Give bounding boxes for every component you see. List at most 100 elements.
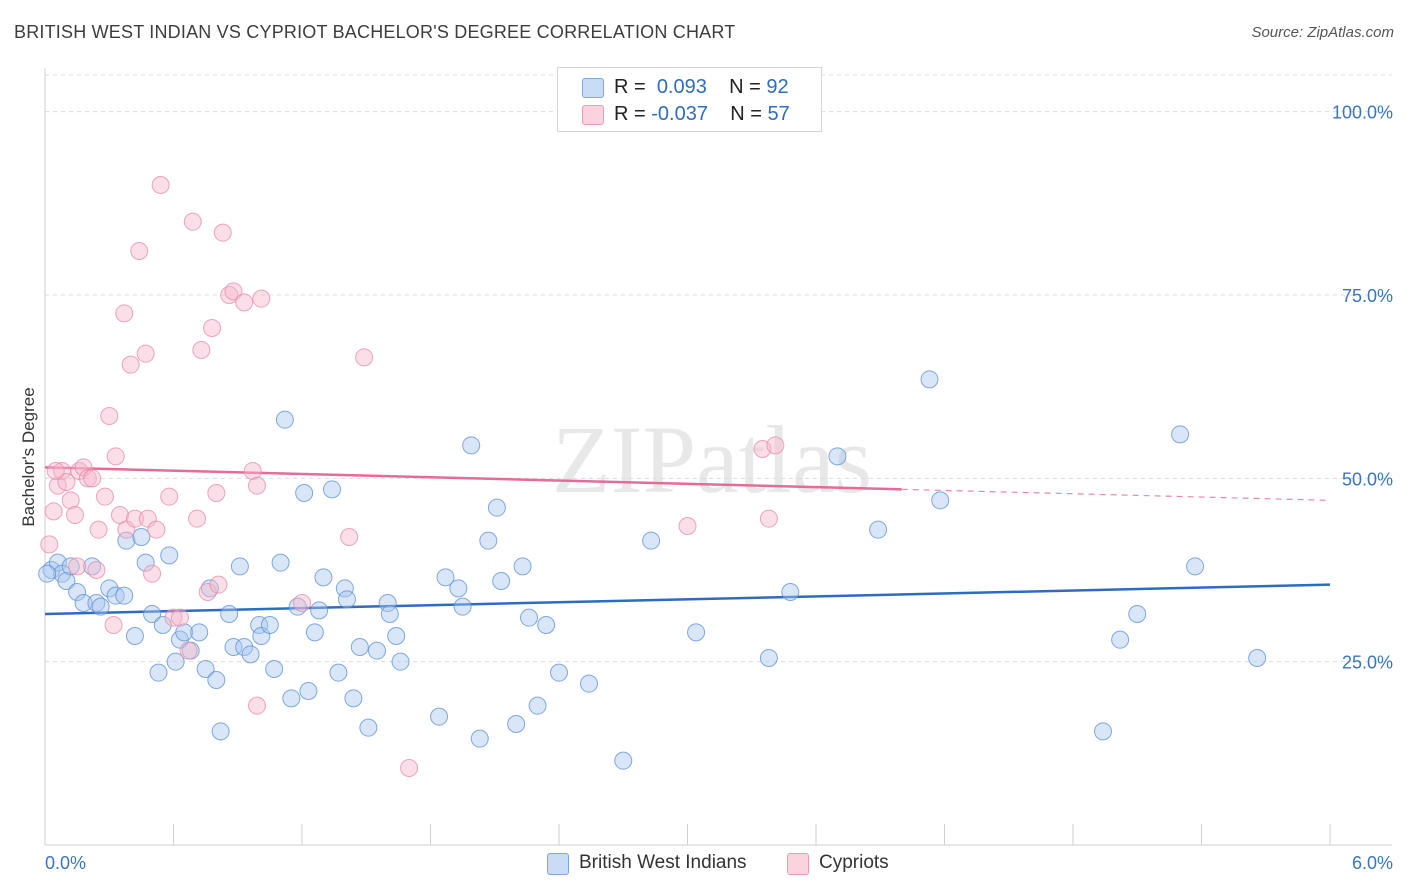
cypriot-point <box>248 476 267 495</box>
chart-title: BRITISH WEST INDIAN VS CYPRIOT BACHELOR'… <box>14 22 736 42</box>
british-west-indian-point <box>230 557 249 576</box>
y-tick-label: 50.0% <box>1342 469 1393 489</box>
british-west-indian-point <box>378 594 397 612</box>
british-west-indian-point <box>149 663 168 682</box>
british-west-indian-point <box>143 605 162 623</box>
trend-line-cypriots <box>44 466 902 491</box>
cypriot-point <box>252 289 271 308</box>
cypriot-point <box>766 436 785 455</box>
british-west-indian-point <box>462 436 481 455</box>
cypriot-point <box>104 616 123 634</box>
british-west-indian-point <box>350 638 369 656</box>
cypriot-point <box>160 487 179 506</box>
british-west-indian-point <box>359 718 378 737</box>
british-west-indian-point <box>166 652 185 671</box>
cypriot-point <box>46 462 65 480</box>
british-west-indian-point <box>275 410 294 429</box>
british-west-indian-point <box>241 645 260 664</box>
british-west-indian-point <box>61 557 80 576</box>
british-west-indian-point <box>520 608 539 627</box>
british-west-indian-point <box>220 605 239 623</box>
british-west-indian-point <box>513 557 532 576</box>
british-west-indian-point <box>305 623 324 642</box>
cypriot-point <box>400 759 419 777</box>
british-west-indian-point <box>207 671 226 689</box>
data-points <box>38 176 1267 777</box>
british-west-indian-point <box>642 531 661 550</box>
british-west-indian-point <box>314 568 333 587</box>
cypriot-point <box>95 487 114 506</box>
british-west-indian-point <box>265 660 284 678</box>
cypriot-point <box>61 491 80 510</box>
cypriot-point <box>143 564 162 583</box>
cypriot-point <box>213 223 232 242</box>
british-west-indian-point <box>449 579 468 598</box>
stats-text: R = 0.093 N = 92 <box>614 76 789 98</box>
trend-line-cypriots-extension <box>901 488 1331 501</box>
axes <box>44 68 1392 846</box>
cypriot-point <box>759 509 778 528</box>
british-west-indian-point <box>391 652 410 671</box>
y-tick-label: 25.0% <box>1342 653 1393 673</box>
british-west-indian-point <box>160 546 179 565</box>
british-west-indian-point <box>310 601 329 620</box>
cypriot-point <box>340 528 359 546</box>
british-west-indian-point <box>153 616 172 634</box>
british-west-indian-point <box>322 480 341 499</box>
british-west-indian-point <box>579 674 598 693</box>
british-west-indian-point <box>91 597 110 616</box>
x-tick-label: 6.0% <box>1352 853 1393 873</box>
british-west-indian-point <box>528 696 547 715</box>
cypriot-point <box>87 561 106 579</box>
cypriot-point <box>48 476 67 495</box>
cypriot-point <box>106 447 125 466</box>
british-west-indian-point <box>1128 605 1147 623</box>
british-west-indian-point <box>57 572 76 590</box>
british-west-indian-point <box>430 707 449 726</box>
british-west-indian-point <box>436 568 455 587</box>
british-west-indian-point <box>100 579 119 598</box>
cypriot-point <box>125 509 144 528</box>
british-west-indian-point <box>295 484 314 502</box>
british-west-indian-point <box>115 586 134 605</box>
british-west-indian-point <box>136 553 155 572</box>
british-west-indian-point <box>299 682 318 700</box>
british-west-indian-point <box>1111 630 1130 649</box>
cypriot-point <box>293 594 311 612</box>
british-west-indian-point <box>196 660 215 678</box>
cypriot-point <box>40 535 59 554</box>
british-west-indian-point <box>931 491 950 510</box>
cypriot-point <box>89 520 108 539</box>
cypriot-point <box>78 469 97 488</box>
cypriot-point <box>203 319 222 337</box>
y-axis-label: Bachelor's Degree <box>19 387 38 526</box>
british-west-indian-point <box>190 623 209 642</box>
stats-legend: R = 0.093 N = 92 R = -0.037 N = 57 <box>557 67 822 132</box>
british-west-indian-point <box>211 722 230 741</box>
watermark: ZIPatlas <box>552 406 872 513</box>
trend-line-british-west-indians <box>44 583 1331 616</box>
cypriot-point <box>198 583 217 601</box>
british-west-indian-point <box>920 370 939 389</box>
trend-lines <box>44 466 1331 616</box>
british-west-indian-point <box>329 663 348 682</box>
cypriot-point <box>243 462 262 480</box>
british-west-indian-point <box>335 579 354 598</box>
british-west-indian-point <box>68 583 87 601</box>
stats-text: R = -0.037 N = 57 <box>614 103 790 125</box>
british-west-indian-point <box>828 447 847 466</box>
british-west-indian-point <box>759 649 778 667</box>
british-west-indian-point <box>175 623 194 642</box>
british-west-indian-point <box>38 564 57 583</box>
cypriot-point <box>44 502 63 521</box>
y-tick-label: 100.0% <box>1332 103 1393 123</box>
cypriot-point <box>170 608 189 627</box>
cypriot-point <box>248 696 267 715</box>
cypriot-point <box>224 282 243 301</box>
legend-label: Cypriots <box>819 852 889 873</box>
british-west-indian-point <box>1093 722 1112 741</box>
x-tick-label: 0.0% <box>45 853 86 873</box>
cypriot-point <box>65 506 84 524</box>
cypriot-point <box>179 641 198 660</box>
